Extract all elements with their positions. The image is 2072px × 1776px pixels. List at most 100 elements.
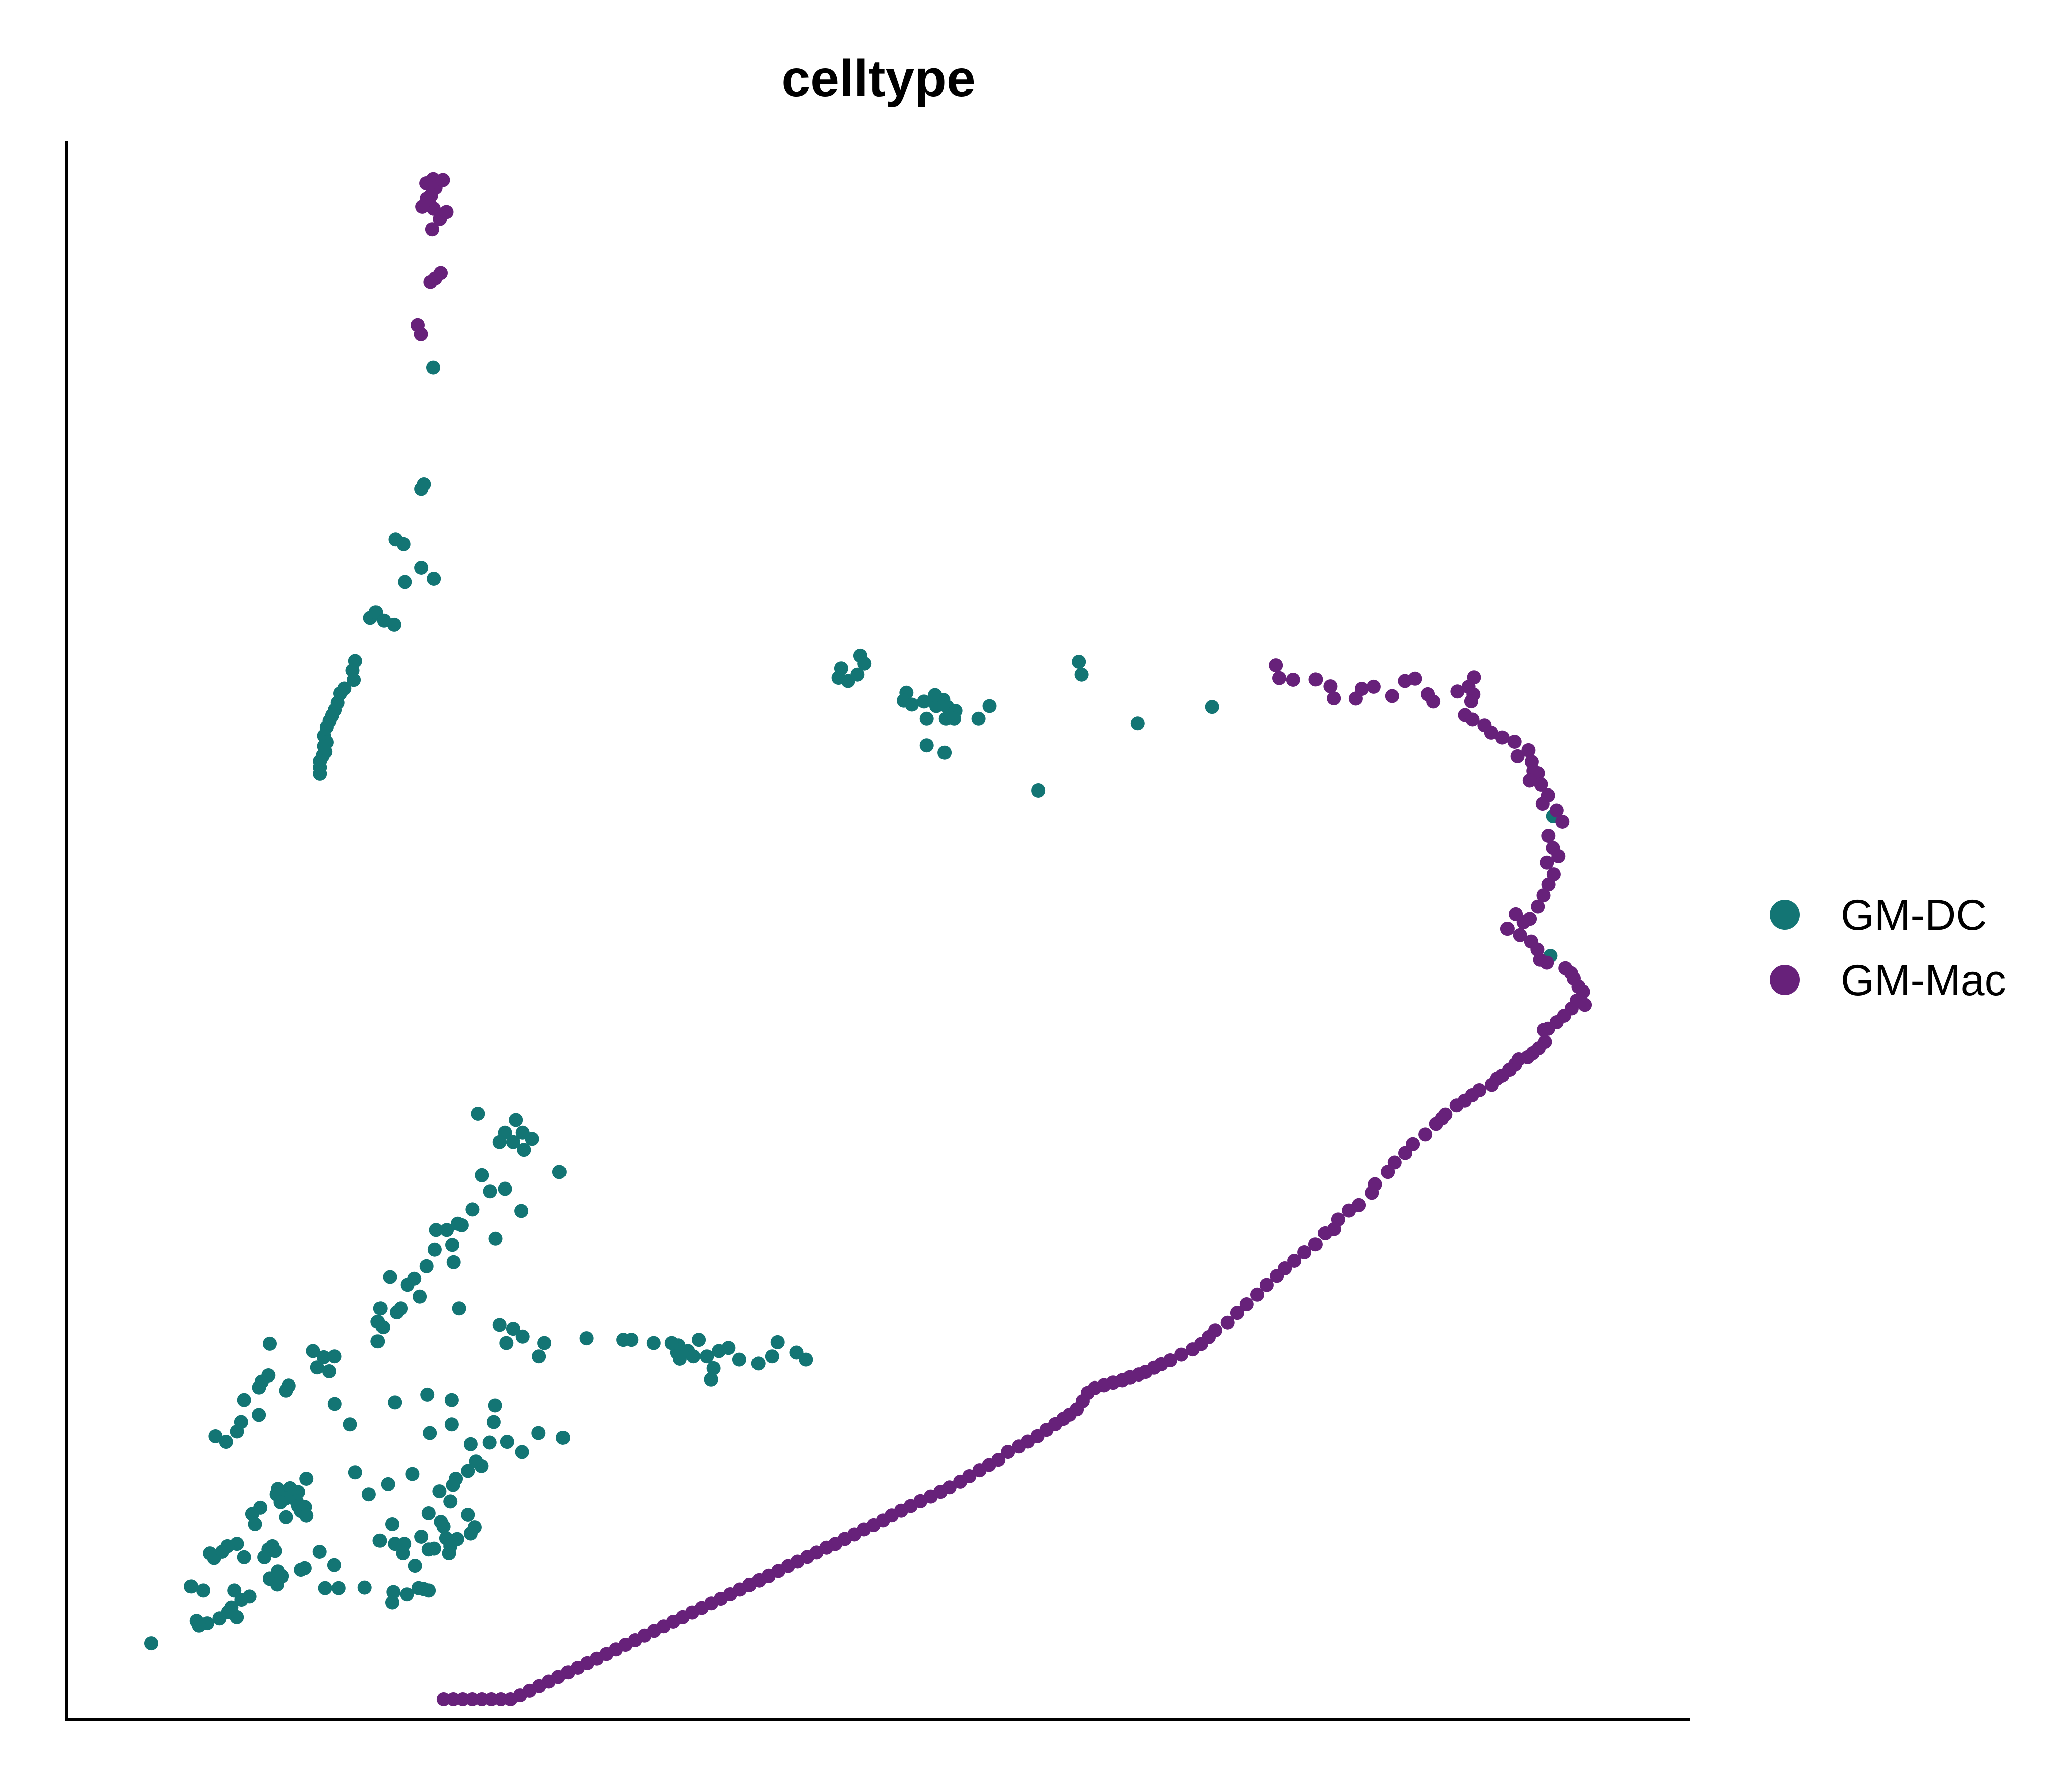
- data-point-gm-dc-48: [971, 711, 986, 726]
- data-point-gm-dc-89: [373, 1301, 388, 1316]
- chart-title: celltype: [781, 50, 975, 108]
- data-point-gm-dc-122: [306, 1344, 320, 1358]
- data-point-gm-dc-86: [452, 1301, 466, 1316]
- data-point-gm-dc-113: [751, 1356, 766, 1371]
- data-point-gm-mac-18: [1272, 671, 1286, 685]
- data-point-gm-dc-91: [376, 1320, 390, 1335]
- data-point-gm-mac-47: [1522, 773, 1537, 788]
- data-point-gm-mac-11: [425, 222, 439, 237]
- data-point-gm-mac-40: [1495, 730, 1510, 745]
- data-point-gm-dc-65: [492, 1135, 507, 1149]
- data-point-gm-mac-53: [1541, 829, 1556, 843]
- data-point-gm-mac-64: [1500, 922, 1515, 936]
- data-point-gm-dc-232: [230, 1610, 244, 1624]
- data-point-gm-mac-20: [1308, 672, 1323, 687]
- data-point-gm-dc-60: [509, 1113, 523, 1127]
- data-point-gm-dc-31: [857, 656, 872, 671]
- data-point-gm-dc-216: [312, 1545, 327, 1559]
- data-point-gm-dc-202: [268, 1544, 282, 1558]
- data-point-gm-mac-99: [1418, 1127, 1433, 1142]
- data-point-gm-mac-58: [1541, 877, 1556, 892]
- data-point-gm-mac-198: [503, 1692, 518, 1706]
- data-point-gm-mac-205: [436, 1692, 451, 1706]
- legend-marker-gm-dc: [1770, 900, 1800, 930]
- data-point-gm-mac-204: [446, 1692, 461, 1706]
- data-point-gm-mac-28: [1408, 671, 1422, 686]
- data-point-gm-dc-135: [230, 1424, 244, 1439]
- data-point-gm-dc-76: [429, 1223, 443, 1237]
- data-point-gm-dc-143: [343, 1417, 357, 1432]
- data-point-gm-mac-103: [1381, 1165, 1395, 1179]
- data-point-gm-dc-158: [432, 1484, 447, 1499]
- data-point-gm-dc-108: [721, 1341, 736, 1355]
- data-point-gm-dc-128: [252, 1380, 266, 1395]
- data-point-gm-dc-237: [270, 1577, 284, 1592]
- data-point-gm-mac-35: [1464, 694, 1478, 709]
- data-point-gm-mac-105: [1365, 1186, 1379, 1200]
- data-point-gm-dc-139: [420, 1387, 435, 1402]
- data-point-gm-mac-21: [1323, 679, 1338, 694]
- data-point-gm-mac-26: [1385, 689, 1399, 703]
- data-point-gm-dc-154: [474, 1459, 489, 1473]
- data-point-gm-dc-231: [212, 1611, 227, 1626]
- data-point-gm-mac-8: [415, 199, 430, 214]
- data-point-gm-dc-69: [483, 1184, 497, 1199]
- data-point-gm-dc-220: [386, 1585, 401, 1599]
- data-point-gm-dc-66: [517, 1143, 531, 1157]
- data-point-gm-dc-98: [532, 1349, 546, 1364]
- data-point-gm-dc-173: [361, 1487, 376, 1502]
- data-point-gm-dc-209: [203, 1546, 217, 1561]
- data-point-gm-dc-198: [396, 1546, 410, 1561]
- data-point-gm-dc-106: [700, 1349, 714, 1364]
- data-point-gm-dc-132: [237, 1393, 251, 1407]
- data-point-gm-dc-203: [257, 1550, 272, 1564]
- data-point-gm-dc-224: [422, 1583, 436, 1598]
- data-point-gm-dc-150: [486, 1415, 501, 1429]
- data-point-gm-dc-6: [398, 575, 412, 589]
- data-point-gm-dc-123: [317, 1350, 331, 1364]
- data-point-gm-dc-119: [646, 1336, 661, 1350]
- data-point-gm-dc-225: [385, 1595, 399, 1610]
- data-point-gm-mac-30: [1426, 694, 1441, 709]
- data-point-gm-dc-103: [692, 1333, 706, 1347]
- data-point-gm-mac-76: [1578, 998, 1592, 1012]
- data-point-gm-dc-63: [506, 1135, 520, 1149]
- data-point-gm-mac-98: [1429, 1117, 1443, 1131]
- data-point-gm-dc-78: [445, 1238, 459, 1252]
- data-point-gm-mac-59: [1536, 888, 1551, 903]
- legend-marker-gm-mac: [1770, 965, 1800, 995]
- data-point-gm-dc-131: [279, 1383, 293, 1398]
- data-point-gm-mac-41: [1507, 735, 1522, 749]
- data-point-gm-mac-33: [1467, 670, 1481, 685]
- legend-label-gm-mac: GM-Mac: [1841, 956, 2006, 1005]
- data-point-gm-mac-25: [1366, 679, 1381, 694]
- data-point-gm-dc-38: [905, 697, 919, 712]
- data-point-gm-dc-72: [465, 1202, 480, 1217]
- data-point-gm-mac-60: [1531, 899, 1545, 914]
- data-point-gm-mac-39: [1484, 725, 1498, 740]
- data-point-gm-dc-133: [252, 1408, 266, 1422]
- data-point-gm-mac-50: [1535, 797, 1550, 811]
- data-point-gm-mac-17: [1269, 658, 1283, 673]
- data-point-gm-dc-228: [234, 1593, 249, 1607]
- data-point-gm-dc-109: [732, 1352, 746, 1367]
- data-point-gm-mac-118: [1239, 1297, 1254, 1311]
- data-point-gm-mac-107: [1342, 1203, 1356, 1218]
- data-point-gm-mac-101: [1398, 1146, 1412, 1160]
- data-point-gm-dc-42: [928, 688, 943, 702]
- data-point-gm-dc-70: [498, 1181, 512, 1196]
- data-point-gm-dc-146: [482, 1435, 497, 1450]
- data-point-gm-dc-219: [331, 1581, 346, 1595]
- data-point-gm-dc-71: [514, 1204, 529, 1218]
- data-point-gm-dc-192: [372, 1533, 387, 1548]
- data-point-gm-dc-74: [450, 1216, 465, 1231]
- data-point-gm-mac-81: [1537, 1023, 1551, 1037]
- data-point-gm-dc-236: [184, 1579, 199, 1594]
- data-point-gm-mac-51: [1549, 803, 1564, 818]
- data-point-gm-dc-124: [327, 1349, 342, 1364]
- data-point-gm-mac-91: [1484, 1078, 1499, 1092]
- data-point-gm-dc-96: [537, 1336, 552, 1350]
- data-point-gm-dc-117: [799, 1352, 813, 1367]
- data-point-gm-mac-111: [1308, 1237, 1323, 1252]
